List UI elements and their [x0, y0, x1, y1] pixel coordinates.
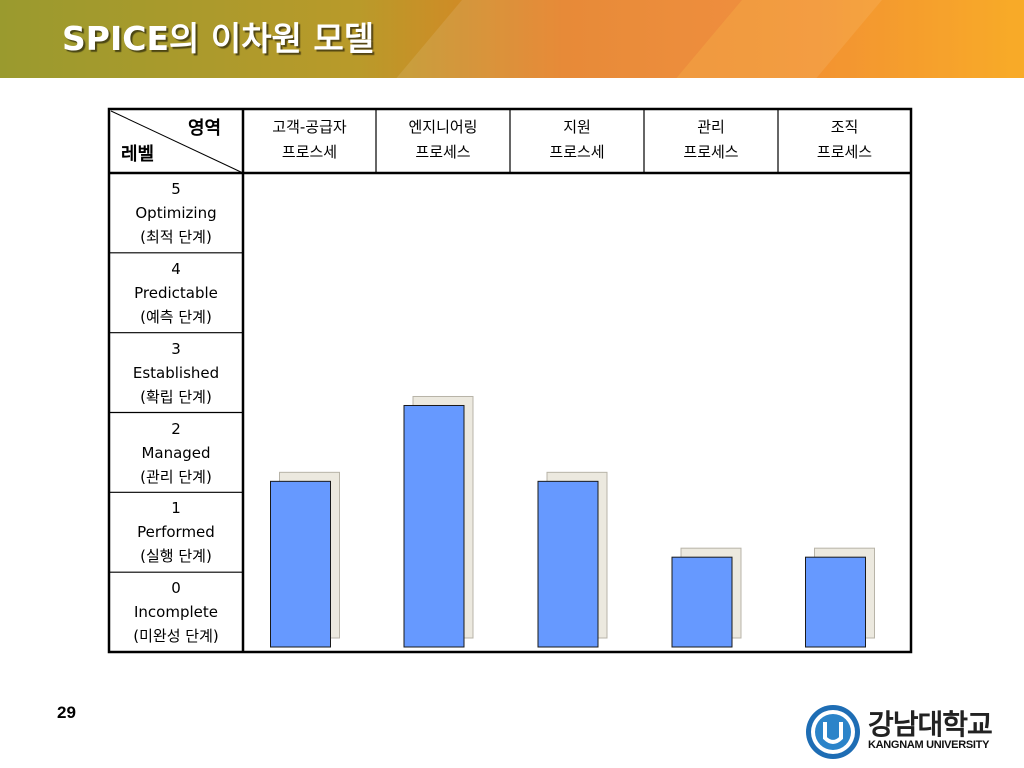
- level-num: 4: [171, 259, 181, 278]
- bar-3: [537, 480, 599, 648]
- column-header-line2: 프로세스: [415, 143, 471, 161]
- corner-diagonal: [110, 110, 244, 174]
- level-kr: (예측 단계): [140, 307, 212, 326]
- level-kr: (확립 단계): [140, 387, 212, 406]
- bar-1: [270, 480, 331, 648]
- level-kr: (미완성 단계): [133, 627, 219, 646]
- level-kr: (실행 단계): [140, 547, 212, 566]
- column-header-line2: 프로세스: [683, 143, 739, 161]
- level-row-4: 4 Predictable (예측 단계): [109, 257, 243, 329]
- level-num: 3: [171, 339, 181, 358]
- slide-title: SPICE의 이차원 모델: [62, 19, 375, 58]
- column-header-line1: 지원: [563, 118, 591, 136]
- column-header-line1: 고객-공급자: [272, 118, 347, 136]
- level-name: Managed: [141, 443, 211, 462]
- column-header-line1: 조직: [830, 118, 859, 136]
- level-row-0: 0 Incomplete (미완성 단계): [109, 576, 243, 648]
- level-name: Established: [132, 363, 220, 382]
- column-header-line1: 관리: [697, 118, 725, 136]
- level-num: 2: [171, 419, 181, 438]
- title-banner: [0, 0, 1024, 78]
- level-kr: (최적 단계): [140, 228, 212, 246]
- column-header-line2: 프로스세: [281, 143, 338, 161]
- bars-layer: [270, 395, 875, 648]
- level-row-5: 5 Optimizing (최적 단계): [109, 177, 243, 249]
- bar-5: [805, 556, 866, 648]
- bar-2: [403, 404, 465, 648]
- corner-label-area: 영역: [188, 118, 222, 139]
- page-number: 29: [57, 703, 76, 722]
- level-name: Optimizing: [135, 204, 217, 222]
- level-name: Predictable: [134, 283, 218, 302]
- university-logo: [806, 705, 860, 759]
- level-num: 1: [171, 499, 181, 518]
- column-header-line2: 프로스세: [549, 143, 605, 161]
- level-row-2: 2 Managed (관리 단계): [109, 417, 243, 489]
- column-header-line1: 엔지니어링: [408, 118, 478, 136]
- level-name: Incomplete: [134, 603, 218, 622]
- level-num: 0: [171, 579, 181, 598]
- level-kr: (관리 단계): [140, 467, 212, 486]
- bar-4: [671, 556, 733, 648]
- corner-label-level: 레벨: [121, 144, 155, 165]
- level-num: 5: [171, 180, 181, 198]
- logo-text-kr: 강남대학교: [868, 708, 993, 741]
- column-header-line2: 프로세스: [816, 143, 873, 161]
- logo-text-en: KANGNAM UNIVERSITY: [868, 739, 990, 751]
- level-name: Performed: [137, 523, 215, 542]
- grid-lines: [107, 107, 913, 654]
- level-row-1: 1 Performed (실행 단계): [109, 496, 243, 568]
- level-row-3: 3 Established (확립 단계): [109, 337, 243, 409]
